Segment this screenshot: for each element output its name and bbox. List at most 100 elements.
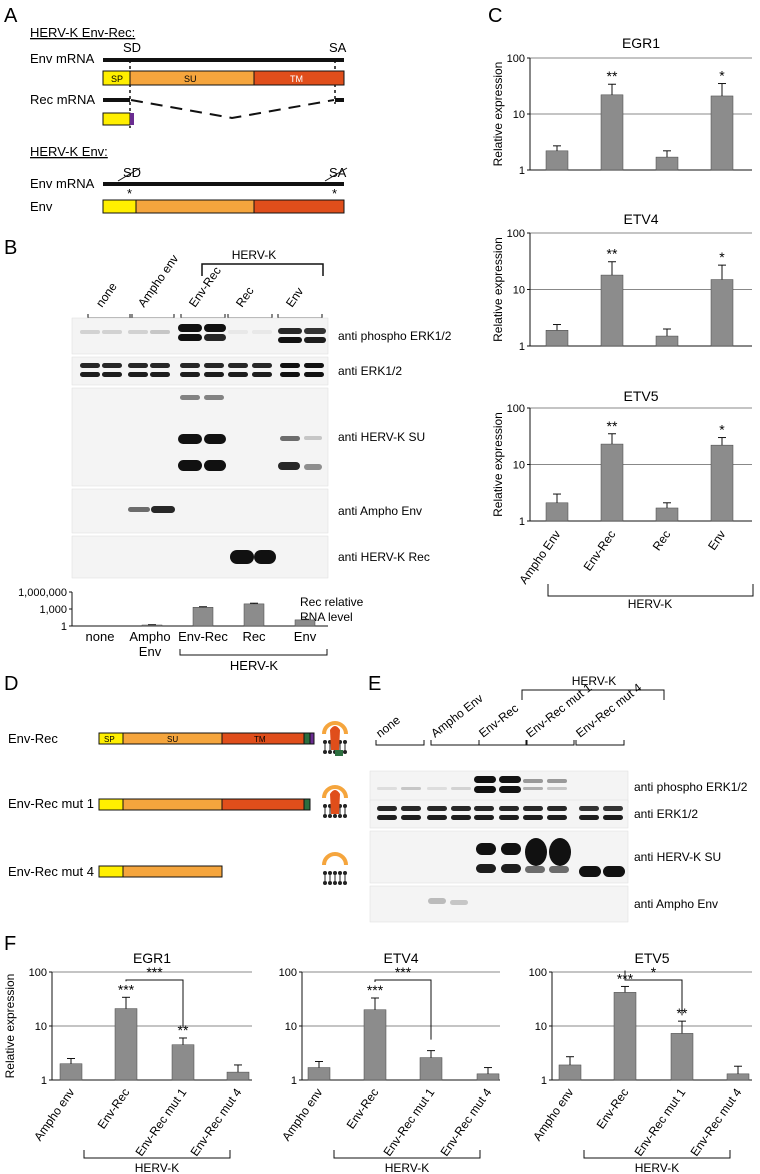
e-perk-band — [377, 787, 397, 790]
bar — [613, 992, 637, 1081]
significance-label: *** — [118, 981, 135, 997]
e-erk-band — [499, 815, 519, 820]
e-perk-band — [451, 787, 471, 790]
e-su-label: anti HERV-K SU — [634, 850, 721, 864]
b-lane-label: Ampho env — [135, 252, 181, 310]
inset-bar — [243, 603, 265, 627]
panel-d: D Env-Rec Env-Rec mut 1 Env-Rec mut 4 SP… — [4, 673, 348, 885]
f-herv-label: HERV-K — [135, 1161, 179, 1174]
b-erk-band — [180, 372, 200, 377]
env-sp — [102, 199, 137, 214]
inset-ytick-label: 1,000 — [39, 604, 67, 616]
e-perk-blot: anti phospho ERK1/2 — [369, 770, 748, 804]
e-erk-band — [579, 815, 599, 820]
panel-b-herv-label: HERV-K — [232, 248, 276, 262]
panel-c-bracket — [547, 584, 754, 597]
e-su-band — [501, 864, 521, 873]
b-ampho-blot: anti Ampho Env — [71, 488, 422, 534]
e-ampho-membrane — [369, 885, 629, 923]
bar — [545, 502, 569, 522]
e-perk-band — [523, 787, 543, 790]
b-erk-band — [128, 363, 148, 368]
b-erk-band — [280, 363, 300, 368]
b-perk-band — [228, 330, 248, 334]
e-erk-band — [547, 815, 567, 820]
b-lane-bracket — [129, 314, 175, 319]
f-herv-bracket — [333, 1150, 481, 1159]
f-herv-label: HERV-K — [635, 1161, 679, 1174]
x-category-label: Ampho Env — [516, 528, 563, 587]
b-perk-band — [178, 324, 202, 332]
y-axis-label: Relative expression — [491, 62, 505, 167]
b-erk-band — [150, 363, 170, 368]
b-su-band — [304, 436, 322, 440]
b-lane-label: Env — [283, 285, 306, 310]
ytick-label: 100 — [29, 967, 47, 979]
x-category-label: Env-Rec — [594, 1086, 632, 1132]
panel-f-letter: F — [4, 933, 16, 955]
sp-label: SP — [111, 74, 123, 84]
bar — [545, 330, 569, 347]
e-su-band — [603, 866, 625, 877]
splice-line — [130, 99, 335, 120]
ytick-label: 10 — [535, 1021, 547, 1033]
y-axis-label: Relative expression — [3, 974, 17, 1079]
x-category-label: Env-Rec — [95, 1086, 133, 1132]
e-ampho-blot: anti Ampho Env — [369, 885, 718, 923]
b-erk-band — [228, 363, 248, 368]
e-perk-band — [401, 787, 421, 790]
e-erk-band — [523, 806, 543, 811]
sd-label: SD — [123, 40, 141, 55]
e-lane-bracket — [575, 740, 625, 746]
d2-su — [122, 798, 223, 811]
b-rec-band — [230, 550, 254, 564]
e-perk-band — [499, 776, 521, 783]
b-rec-membrane — [71, 535, 329, 579]
x-category-label: Env-Rec mut 4 — [437, 1085, 494, 1158]
e-erk-band — [603, 815, 623, 820]
bar — [558, 1064, 582, 1081]
b-ampho-band — [128, 507, 150, 512]
b-rec-band — [254, 550, 276, 564]
panel-c-herv-label: HERV-K — [628, 597, 672, 611]
e-erk-band — [401, 806, 421, 811]
panel-b-herv-bracket — [201, 263, 324, 276]
significance-label: ** — [607, 246, 618, 262]
d2-sp — [98, 798, 124, 811]
b-perk-band — [304, 328, 326, 334]
f-herv-bracket — [583, 1150, 731, 1159]
x-category-label: Ampho env — [279, 1086, 325, 1144]
b-erk-band — [252, 372, 272, 377]
inset-ytick-label: 1,000,000 — [18, 587, 67, 599]
su-label: SU — [184, 74, 197, 84]
sa-strike — [324, 167, 348, 182]
e-lane-bracket — [478, 740, 528, 746]
chart-title: EGR1 — [133, 950, 171, 966]
rna-label-1: Rec relative — [300, 595, 364, 609]
e-lane-label: Env-Rec — [476, 701, 521, 740]
b-lane-bracket — [277, 314, 323, 319]
b-perk-band — [150, 330, 170, 334]
e-perk-band — [474, 776, 496, 783]
e-lane-bracket — [430, 740, 480, 746]
d1-rec — [309, 732, 315, 745]
significance-label: ** — [607, 418, 618, 434]
chart-title: ETV4 — [623, 211, 658, 227]
ytick-label: 1 — [519, 165, 525, 177]
panel-a-title-env: HERV-K Env: — [30, 144, 108, 159]
ytick-label: 10 — [285, 1021, 297, 1033]
sd-strike — [117, 167, 141, 182]
ytick-label: 100 — [529, 967, 547, 979]
e-perk-label: anti phospho ERK1/2 — [634, 780, 748, 794]
chart-title: ETV5 — [634, 950, 669, 966]
bar — [171, 1044, 195, 1081]
e-erk-band — [377, 806, 397, 811]
e-su-band — [579, 866, 601, 877]
e-lane-label: Ampho Env — [428, 691, 486, 740]
e-erk-band — [603, 806, 623, 811]
b-su-band — [204, 460, 226, 471]
e-erk-band — [579, 806, 599, 811]
b-ampho-label: anti Ampho Env — [338, 504, 422, 518]
